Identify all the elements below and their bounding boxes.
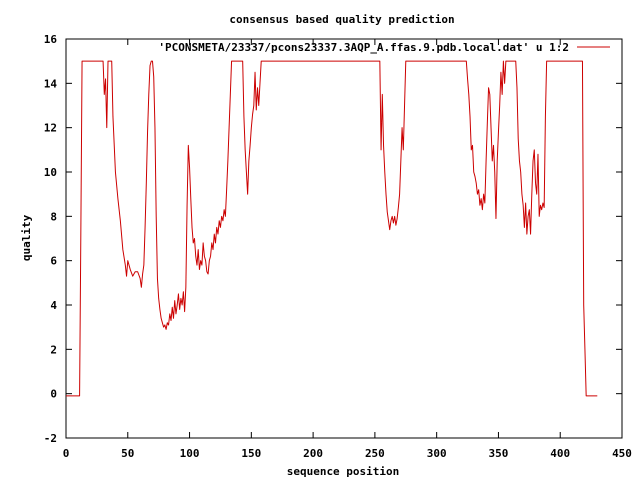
x-tick-label: 150 [241, 447, 261, 460]
x-axis-label: sequence position [287, 465, 400, 478]
x-tick-label: 50 [121, 447, 134, 460]
y-tick-label: 14 [44, 77, 58, 90]
x-tick-label: 200 [303, 447, 323, 460]
plot-frame [65, 38, 623, 439]
y-tick-label: 10 [44, 166, 57, 179]
y-tick-label: 6 [50, 255, 57, 268]
legend: 'PCONSMETA/23337/pcons23337.3AQP_A.ffas.… [158, 41, 610, 54]
y-axis-ticks: -2 0 2 4 6 8 10 12 14 16 [44, 33, 622, 445]
x-tick-label: 250 [365, 447, 385, 460]
series-line [66, 60, 598, 397]
y-tick-label: 16 [44, 33, 58, 46]
chart-title: consensus based quality prediction [229, 13, 454, 26]
x-tick-label: 0 [63, 447, 70, 460]
y-tick-label: 0 [50, 388, 57, 401]
series-layer [66, 60, 598, 397]
x-tick-label: 100 [180, 447, 200, 460]
x-tick-label: 450 [612, 447, 632, 460]
y-axis-label: quality [20, 214, 33, 261]
y-tick-label: -2 [44, 432, 57, 445]
y-tick-label: 4 [50, 299, 57, 312]
x-tick-label: 400 [550, 447, 570, 460]
x-tick-label: 350 [489, 447, 509, 460]
x-axis-ticks: 0 50 100 150 200 250 300 350 400 450 [63, 39, 632, 460]
legend-label: 'PCONSMETA/23337/pcons23337.3AQP_A.ffas.… [158, 41, 569, 54]
y-tick-label: 2 [50, 343, 57, 356]
x-tick-label: 300 [427, 447, 447, 460]
y-tick-label: 8 [50, 210, 57, 223]
y-tick-label: 12 [44, 122, 57, 135]
